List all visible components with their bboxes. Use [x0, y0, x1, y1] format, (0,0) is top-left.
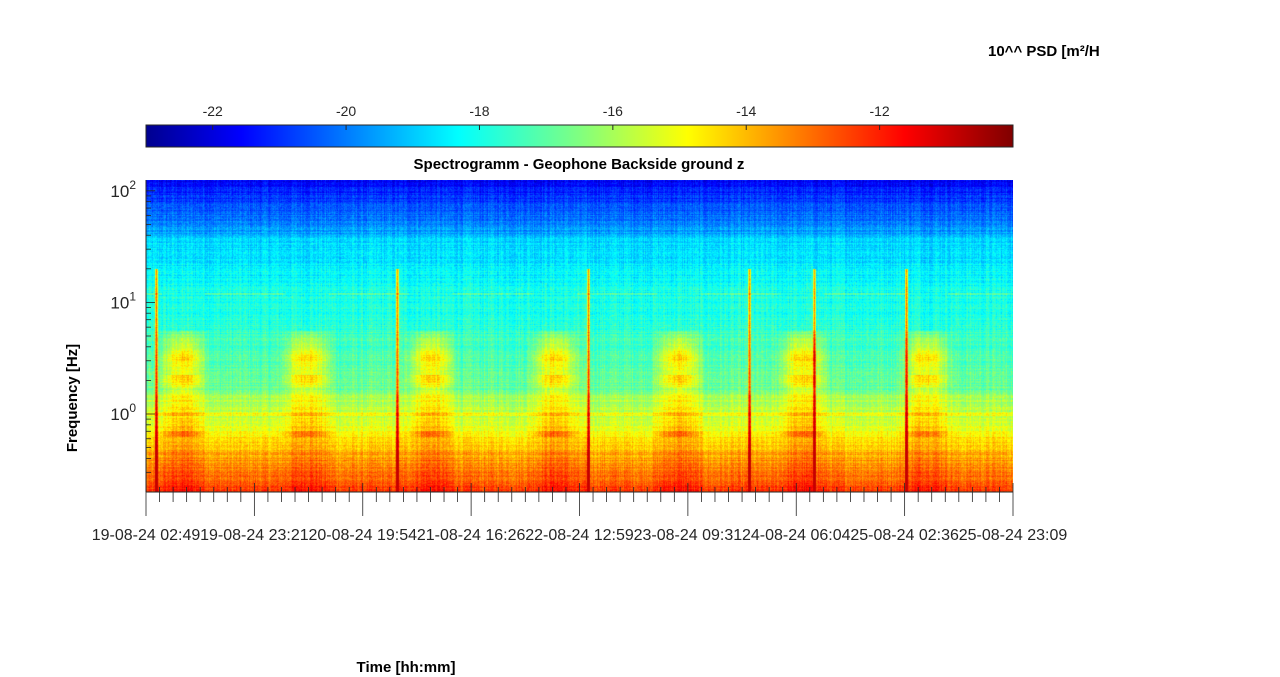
colorbar-tick-label: -16: [603, 103, 623, 119]
colorbar-strip: [145, 124, 1014, 148]
colorbar-tick-label: -20: [336, 103, 356, 119]
chart-title: Spectrogramm - Geophone Backside ground …: [414, 156, 745, 173]
y-tick-label: 100: [110, 401, 136, 424]
x-tick-label: 20-08-24 19:54: [308, 527, 417, 544]
x-tick-label: 21-08-24 16:26: [417, 527, 526, 544]
axes: 100 101 102 19-08-24 02:49 19-08-24 23:21 20…: [92, 178, 1068, 544]
y-tick-label: 102: [110, 178, 136, 201]
x-tick-label: 23-08-24 09:31: [634, 527, 743, 544]
colorbar-tick-label: -18: [469, 103, 489, 119]
x-tick-label: 19-08-24 02:49: [92, 527, 201, 544]
y-axis-label: Frequency [Hz]: [64, 344, 81, 452]
colorbar-ticks: -22 -20 -18 -16 -14 -12: [203, 103, 890, 130]
colorbar-tick-label: -12: [869, 103, 889, 119]
colorbar: -22 -20 -18 -16 -14 -12: [145, 103, 1014, 148]
x-tick-label: 22-08-24 12:59: [525, 527, 634, 544]
colorbar-tick-label: -22: [203, 103, 223, 119]
x-tick-label: 24-08-24 06:04: [742, 527, 851, 544]
y-ticks: 100 101 102: [110, 178, 155, 493]
x-tick-label: 19-08-24 23:21: [200, 527, 309, 544]
colorbar-tick-label: -14: [736, 103, 756, 119]
spectrogram-image: [146, 180, 1013, 492]
spectrogram-raster: [146, 180, 1013, 492]
colorbar-label: 10^^ PSD [m²/H: [988, 43, 1100, 60]
y-tick-label: 101: [110, 289, 136, 312]
x-axis-label: Time [hh:mm]: [357, 659, 456, 676]
x-tick-label: 25-08-24 02:36: [850, 527, 959, 544]
x-ticks: 19-08-24 02:49 19-08-24 23:21 20-08-24 19:…: [92, 483, 1068, 544]
x-tick-label: 25-08-24 23:09: [959, 527, 1068, 544]
